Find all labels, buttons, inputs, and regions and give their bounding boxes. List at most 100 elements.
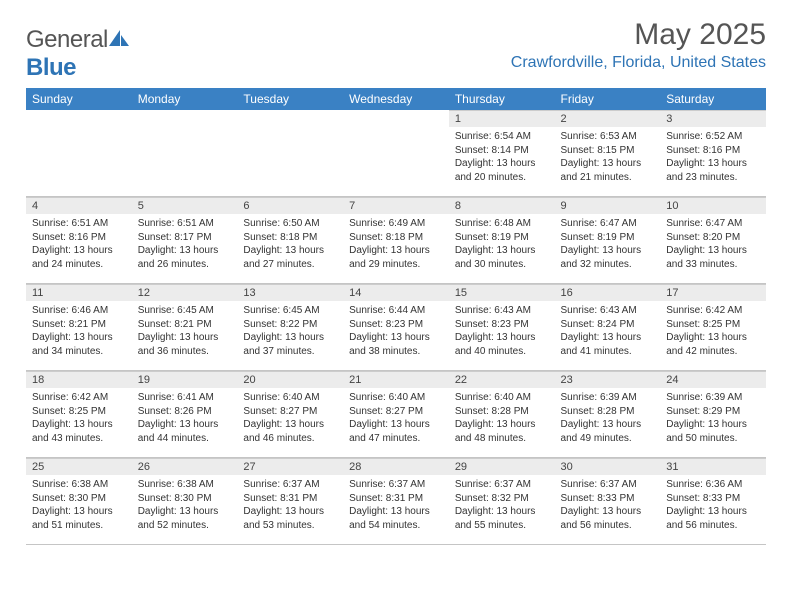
day-number: 12 xyxy=(132,284,238,301)
calendar-week-row: 4Sunrise: 6:51 AMSunset: 8:16 PMDaylight… xyxy=(26,197,766,284)
day-number: 3 xyxy=(660,110,766,127)
calendar-day-cell: 18Sunrise: 6:42 AMSunset: 8:25 PMDayligh… xyxy=(26,371,132,458)
calendar-day-cell xyxy=(132,110,238,197)
calendar-day-cell: 11Sunrise: 6:46 AMSunset: 8:21 PMDayligh… xyxy=(26,284,132,371)
day-number: 31 xyxy=(660,458,766,475)
calendar-day-cell: 23Sunrise: 6:39 AMSunset: 8:28 PMDayligh… xyxy=(555,371,661,458)
calendar-day-cell: 22Sunrise: 6:40 AMSunset: 8:28 PMDayligh… xyxy=(449,371,555,458)
calendar-week-row: 11Sunrise: 6:46 AMSunset: 8:21 PMDayligh… xyxy=(26,284,766,371)
header: General Blue May 2025 Crawfordville, Flo… xyxy=(26,18,766,82)
calendar-day-cell xyxy=(26,110,132,197)
day-number: 10 xyxy=(660,197,766,214)
calendar-week-row: 25Sunrise: 6:38 AMSunset: 8:30 PMDayligh… xyxy=(26,458,766,545)
day-details: Sunrise: 6:38 AMSunset: 8:30 PMDaylight:… xyxy=(26,475,132,535)
calendar-day-cell xyxy=(237,110,343,197)
calendar-day-cell: 5Sunrise: 6:51 AMSunset: 8:17 PMDaylight… xyxy=(132,197,238,284)
day-details: Sunrise: 6:43 AMSunset: 8:23 PMDaylight:… xyxy=(449,301,555,361)
calendar-day-cell: 2Sunrise: 6:53 AMSunset: 8:15 PMDaylight… xyxy=(555,110,661,197)
calendar-body: 1Sunrise: 6:54 AMSunset: 8:14 PMDaylight… xyxy=(26,110,766,545)
calendar-day-cell: 8Sunrise: 6:48 AMSunset: 8:19 PMDaylight… xyxy=(449,197,555,284)
day-header: Thursday xyxy=(449,88,555,110)
calendar-day-cell: 13Sunrise: 6:45 AMSunset: 8:22 PMDayligh… xyxy=(237,284,343,371)
day-number: 23 xyxy=(555,371,661,388)
day-details: Sunrise: 6:42 AMSunset: 8:25 PMDaylight:… xyxy=(26,388,132,448)
day-details: Sunrise: 6:51 AMSunset: 8:16 PMDaylight:… xyxy=(26,214,132,274)
calendar-day-cell: 21Sunrise: 6:40 AMSunset: 8:27 PMDayligh… xyxy=(343,371,449,458)
location: Crawfordville, Florida, United States xyxy=(511,54,766,72)
day-details: Sunrise: 6:37 AMSunset: 8:33 PMDaylight:… xyxy=(555,475,661,535)
day-number: 22 xyxy=(449,371,555,388)
day-number: 16 xyxy=(555,284,661,301)
calendar-day-cell: 12Sunrise: 6:45 AMSunset: 8:21 PMDayligh… xyxy=(132,284,238,371)
day-details: Sunrise: 6:40 AMSunset: 8:27 PMDaylight:… xyxy=(343,388,449,448)
day-number: 15 xyxy=(449,284,555,301)
day-header: Tuesday xyxy=(237,88,343,110)
day-number: 28 xyxy=(343,458,449,475)
day-header: Sunday xyxy=(26,88,132,110)
calendar-table: SundayMondayTuesdayWednesdayThursdayFrid… xyxy=(26,88,766,545)
day-number: 6 xyxy=(237,197,343,214)
logo-word-1: General xyxy=(26,26,108,53)
calendar-day-cell: 7Sunrise: 6:49 AMSunset: 8:18 PMDaylight… xyxy=(343,197,449,284)
day-details: Sunrise: 6:49 AMSunset: 8:18 PMDaylight:… xyxy=(343,214,449,274)
day-details: Sunrise: 6:42 AMSunset: 8:25 PMDaylight:… xyxy=(660,301,766,361)
day-header: Monday xyxy=(132,88,238,110)
calendar-week-row: 18Sunrise: 6:42 AMSunset: 8:25 PMDayligh… xyxy=(26,371,766,458)
day-details: Sunrise: 6:50 AMSunset: 8:18 PMDaylight:… xyxy=(237,214,343,274)
day-details: Sunrise: 6:47 AMSunset: 8:19 PMDaylight:… xyxy=(555,214,661,274)
day-details: Sunrise: 6:51 AMSunset: 8:17 PMDaylight:… xyxy=(132,214,238,274)
day-number: 17 xyxy=(660,284,766,301)
day-header: Wednesday xyxy=(343,88,449,110)
calendar-day-cell: 6Sunrise: 6:50 AMSunset: 8:18 PMDaylight… xyxy=(237,197,343,284)
calendar-day-cell: 26Sunrise: 6:38 AMSunset: 8:30 PMDayligh… xyxy=(132,458,238,545)
day-details: Sunrise: 6:46 AMSunset: 8:21 PMDaylight:… xyxy=(26,301,132,361)
day-details: Sunrise: 6:47 AMSunset: 8:20 PMDaylight:… xyxy=(660,214,766,274)
calendar-day-cell: 30Sunrise: 6:37 AMSunset: 8:33 PMDayligh… xyxy=(555,458,661,545)
day-details: Sunrise: 6:38 AMSunset: 8:30 PMDaylight:… xyxy=(132,475,238,535)
calendar-day-cell: 14Sunrise: 6:44 AMSunset: 8:23 PMDayligh… xyxy=(343,284,449,371)
day-number: 26 xyxy=(132,458,238,475)
day-details: Sunrise: 6:45 AMSunset: 8:21 PMDaylight:… xyxy=(132,301,238,361)
calendar-day-cell: 10Sunrise: 6:47 AMSunset: 8:20 PMDayligh… xyxy=(660,197,766,284)
calendar-day-cell: 3Sunrise: 6:52 AMSunset: 8:16 PMDaylight… xyxy=(660,110,766,197)
day-details: Sunrise: 6:40 AMSunset: 8:27 PMDaylight:… xyxy=(237,388,343,448)
day-details: Sunrise: 6:41 AMSunset: 8:26 PMDaylight:… xyxy=(132,388,238,448)
day-details: Sunrise: 6:39 AMSunset: 8:28 PMDaylight:… xyxy=(555,388,661,448)
day-header: Saturday xyxy=(660,88,766,110)
day-number: 20 xyxy=(237,371,343,388)
title-block: May 2025 Crawfordville, Florida, United … xyxy=(511,18,766,72)
day-number: 13 xyxy=(237,284,343,301)
calendar-week-row: 1Sunrise: 6:54 AMSunset: 8:14 PMDaylight… xyxy=(26,110,766,197)
calendar-day-cell: 16Sunrise: 6:43 AMSunset: 8:24 PMDayligh… xyxy=(555,284,661,371)
day-number: 2 xyxy=(555,110,661,127)
day-details: Sunrise: 6:36 AMSunset: 8:33 PMDaylight:… xyxy=(660,475,766,535)
day-details: Sunrise: 6:40 AMSunset: 8:28 PMDaylight:… xyxy=(449,388,555,448)
calendar-day-cell xyxy=(343,110,449,197)
day-number: 27 xyxy=(237,458,343,475)
calendar-day-cell: 17Sunrise: 6:42 AMSunset: 8:25 PMDayligh… xyxy=(660,284,766,371)
day-details: Sunrise: 6:44 AMSunset: 8:23 PMDaylight:… xyxy=(343,301,449,361)
day-details: Sunrise: 6:48 AMSunset: 8:19 PMDaylight:… xyxy=(449,214,555,274)
day-number: 11 xyxy=(26,284,132,301)
day-details: Sunrise: 6:39 AMSunset: 8:29 PMDaylight:… xyxy=(660,388,766,448)
day-number: 9 xyxy=(555,197,661,214)
calendar-day-cell: 9Sunrise: 6:47 AMSunset: 8:19 PMDaylight… xyxy=(555,197,661,284)
day-number: 30 xyxy=(555,458,661,475)
day-details: Sunrise: 6:45 AMSunset: 8:22 PMDaylight:… xyxy=(237,301,343,361)
day-details: Sunrise: 6:37 AMSunset: 8:31 PMDaylight:… xyxy=(237,475,343,535)
calendar-day-cell: 31Sunrise: 6:36 AMSunset: 8:33 PMDayligh… xyxy=(660,458,766,545)
empty-day xyxy=(26,110,132,126)
logo-text: General Blue xyxy=(26,26,130,82)
empty-day xyxy=(343,110,449,126)
logo: General Blue xyxy=(26,26,130,82)
day-details: Sunrise: 6:43 AMSunset: 8:24 PMDaylight:… xyxy=(555,301,661,361)
month-title: May 2025 xyxy=(511,18,766,52)
empty-day xyxy=(237,110,343,126)
day-details: Sunrise: 6:52 AMSunset: 8:16 PMDaylight:… xyxy=(660,127,766,187)
calendar-day-cell: 15Sunrise: 6:43 AMSunset: 8:23 PMDayligh… xyxy=(449,284,555,371)
calendar-day-cell: 4Sunrise: 6:51 AMSunset: 8:16 PMDaylight… xyxy=(26,197,132,284)
day-number: 5 xyxy=(132,197,238,214)
day-header: Friday xyxy=(555,88,661,110)
day-number: 24 xyxy=(660,371,766,388)
day-number: 25 xyxy=(26,458,132,475)
